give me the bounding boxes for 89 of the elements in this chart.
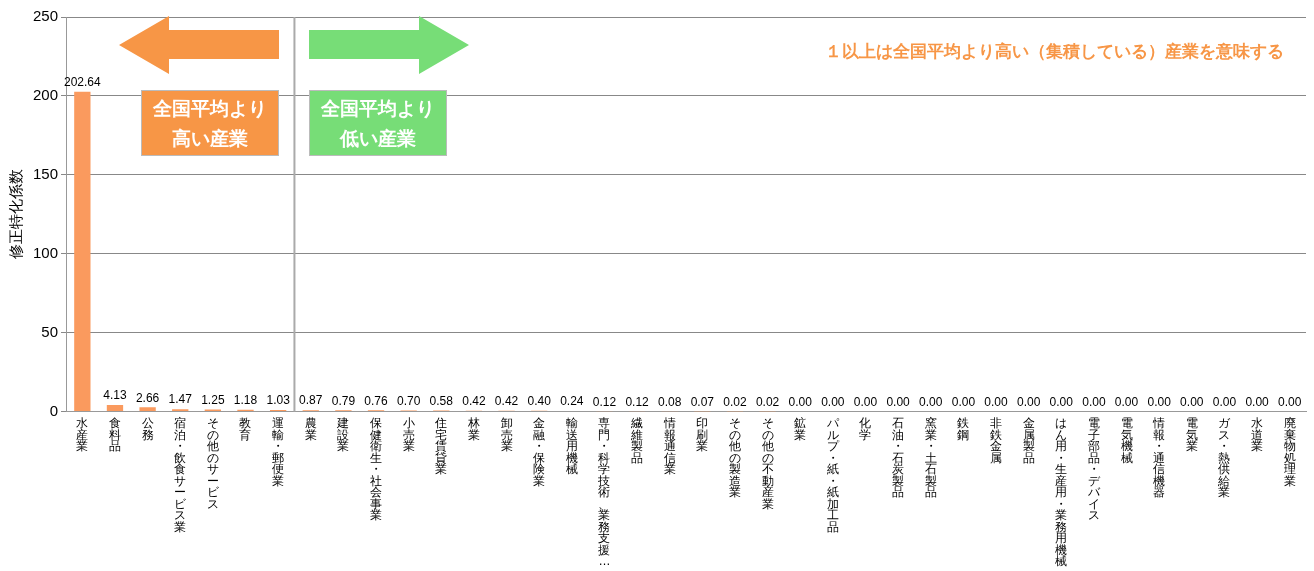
category-label: 専門・科学技術、業務支援… bbox=[598, 416, 611, 569]
x-tick-label: 建設業 bbox=[336, 416, 350, 454]
data-label: 0.00 bbox=[788, 394, 813, 409]
x-tick-label: 鉄鋼 bbox=[957, 416, 970, 442]
category-label: 保健衛生・社会事業 bbox=[370, 416, 383, 523]
data-label: 0.00 bbox=[951, 394, 976, 409]
data-label: 0.24 bbox=[560, 394, 584, 409]
x-tick-label: 金融・保険業 bbox=[533, 416, 546, 488]
data-label: 0.02 bbox=[755, 394, 780, 409]
data-label: 0.07 bbox=[690, 394, 715, 409]
bar bbox=[139, 407, 156, 411]
data-label: 0.87 bbox=[299, 393, 323, 408]
data-label: 0.02 bbox=[723, 394, 747, 409]
data-label: 0.00 bbox=[1245, 394, 1270, 409]
x-tick-label: 廃棄物処理業 bbox=[1283, 416, 1296, 488]
y-tick-label: 50 bbox=[41, 322, 59, 340]
x-tick-label: 鉱業 bbox=[794, 416, 807, 442]
data-label: 1.47 bbox=[168, 392, 193, 407]
y-tick-label: 200 bbox=[33, 86, 59, 104]
y-tick-label: 0 bbox=[49, 401, 59, 419]
bar bbox=[74, 91, 91, 411]
data-label: 0.00 bbox=[1147, 394, 1172, 409]
data-label: 202.64 bbox=[63, 75, 102, 90]
x-tick-label: その他の製造業 bbox=[728, 416, 741, 500]
x-tick-label: 教育 bbox=[239, 416, 252, 442]
y-tick-label: 150 bbox=[33, 164, 59, 182]
x-tick-label: 水産業 bbox=[76, 416, 89, 454]
x-tick-label: 非鉄金属 bbox=[990, 416, 1003, 465]
category-label: 宿泊・飲食サービス業 bbox=[174, 416, 187, 534]
x-tick-label: 印刷業 bbox=[696, 416, 709, 454]
data-label: 0.00 bbox=[1114, 394, 1139, 409]
y-tick-label: 100 bbox=[33, 243, 59, 261]
x-tick-label: 小売業 bbox=[402, 416, 415, 454]
x-tick-label: 卸売業 bbox=[500, 416, 513, 454]
x-tick-label: 運輸・郵便業 bbox=[272, 416, 285, 488]
x-tick-label: 窯業・土石製品 bbox=[924, 416, 937, 500]
data-label: 4.13 bbox=[103, 388, 127, 403]
x-tick-label: その他のサービス bbox=[206, 416, 220, 511]
data-label: 0.12 bbox=[625, 394, 650, 409]
data-label: 0.76 bbox=[364, 393, 389, 408]
category-label: はん用・生産用・業務用機械 bbox=[1055, 416, 1068, 569]
x-tick-label: 林業 bbox=[466, 416, 480, 442]
x-tick-label: ガス・熱供給業 bbox=[1217, 416, 1232, 500]
data-label: 0.42 bbox=[462, 394, 486, 409]
data-label: 0.12 bbox=[592, 394, 617, 409]
data-label: 1.18 bbox=[233, 392, 258, 407]
data-label: 0.00 bbox=[1049, 394, 1074, 409]
data-label: 1.25 bbox=[201, 392, 225, 407]
x-tick-label: 輸送用機械 bbox=[565, 416, 578, 477]
data-label: 0.00 bbox=[1016, 394, 1041, 409]
data-label: 0.00 bbox=[984, 394, 1009, 409]
data-label: 1.03 bbox=[266, 393, 291, 408]
data-label: 0.00 bbox=[1212, 394, 1237, 409]
x-tick-label: 電気業 bbox=[1185, 416, 1198, 454]
x-tick-label: 石油・石炭製品 bbox=[892, 416, 905, 500]
data-label: 2.66 bbox=[135, 390, 160, 405]
y-tick-label: 250 bbox=[33, 7, 59, 25]
data-label: 0.00 bbox=[1278, 394, 1302, 409]
category-label: パルプ・紙・紙加工品 bbox=[826, 416, 839, 534]
data-label: 0.00 bbox=[821, 394, 845, 409]
category-label: 電子部品・デバイス bbox=[1087, 416, 1100, 523]
x-tick-label: 食料品 bbox=[108, 416, 121, 454]
x-tick-label: その他の不動産業 bbox=[761, 416, 774, 511]
x-tick-label: 公務 bbox=[141, 416, 154, 442]
data-label: 0.58 bbox=[429, 393, 454, 408]
data-label: 0.08 bbox=[658, 394, 682, 409]
data-label: 0.40 bbox=[527, 394, 552, 409]
x-tick-label: 繊維製品 bbox=[630, 416, 644, 465]
data-label: 0.00 bbox=[1180, 394, 1204, 409]
x-tick-label: 電気機械 bbox=[1120, 416, 1133, 465]
data-label: 0.00 bbox=[853, 394, 878, 409]
data-label: 0.79 bbox=[331, 393, 356, 408]
y-axis-title: 修正特化係数 bbox=[6, 169, 25, 260]
x-tick-label: 水道業 bbox=[1251, 416, 1264, 454]
x-tick-label: 住宅賃貸業 bbox=[434, 416, 448, 477]
x-tick-label: 情報通信業 bbox=[662, 416, 676, 477]
x-tick-label: 農業 bbox=[304, 416, 317, 442]
data-label: 0.42 bbox=[494, 394, 519, 409]
bar bbox=[106, 404, 124, 411]
x-tick-label: 金属製品 bbox=[1022, 416, 1035, 465]
annotation: 全国平均より高い産業 bbox=[141, 90, 280, 156]
data-label: 0.00 bbox=[919, 394, 943, 409]
annotation: １以上は全国平均より高い（集積している）産業を意味する bbox=[825, 40, 1284, 63]
data-label: 0.00 bbox=[1082, 394, 1106, 409]
x-tick-label: 情報・通信機器 bbox=[1152, 416, 1166, 500]
x-tick-label: 化学 bbox=[859, 416, 872, 442]
data-label: 0.70 bbox=[396, 393, 421, 408]
data-label: 0.00 bbox=[886, 394, 911, 409]
annotation: 全国平均より低い産業 bbox=[309, 90, 448, 156]
